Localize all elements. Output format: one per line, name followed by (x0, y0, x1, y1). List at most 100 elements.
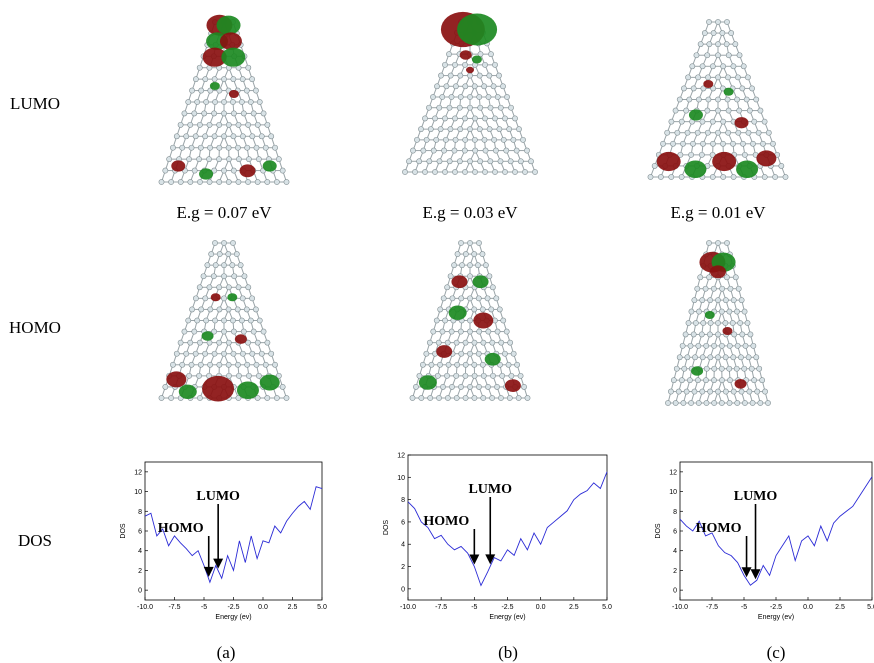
atom (209, 251, 214, 256)
atom (204, 318, 209, 323)
atom (467, 240, 472, 245)
atom (436, 340, 441, 345)
atom (462, 169, 467, 174)
atom (424, 137, 429, 142)
atom (442, 116, 447, 121)
x-tick-label: -10.0 (672, 604, 688, 611)
y-axis-label: DOS (655, 523, 662, 539)
atom (473, 148, 478, 153)
atom (216, 157, 221, 162)
atom (747, 108, 752, 113)
atom (687, 378, 692, 383)
atom (485, 384, 490, 389)
atom (765, 400, 770, 405)
x-axis-label: Energy (ev) (215, 614, 251, 621)
atom (207, 340, 212, 345)
orbital-lobe (240, 164, 256, 177)
atom (442, 318, 447, 323)
atom (721, 64, 726, 69)
atom (493, 148, 498, 153)
atom (254, 362, 259, 367)
atom (447, 105, 452, 110)
atom (274, 179, 279, 184)
atom (236, 373, 241, 378)
atom (193, 351, 198, 356)
orbital-lobe (457, 14, 497, 46)
atom (212, 240, 217, 245)
atom (648, 174, 653, 179)
atom (715, 108, 720, 113)
orbital-lobe (710, 265, 726, 278)
atom (725, 75, 730, 80)
atom (444, 84, 449, 89)
atom (246, 157, 251, 162)
atom (435, 373, 440, 378)
atom (413, 384, 418, 389)
orbital-lobe (722, 327, 732, 335)
y-tick-label: 0 (138, 588, 142, 595)
atom (437, 159, 442, 164)
orbital-lobe (473, 275, 489, 288)
x-tick-label: -2.5 (501, 604, 513, 611)
atom (715, 75, 720, 80)
atom (203, 351, 208, 356)
atom (472, 340, 477, 345)
atom (487, 73, 492, 78)
atom (677, 355, 682, 360)
atom (458, 94, 463, 99)
atom (276, 157, 281, 162)
atom (680, 141, 685, 146)
atom (263, 362, 268, 367)
atom (196, 373, 201, 378)
atom (682, 366, 687, 371)
atom (269, 351, 274, 356)
x-tick-label: 5.0 (867, 604, 874, 611)
atom (212, 111, 217, 116)
atom (234, 251, 239, 256)
atom (212, 318, 217, 323)
atom (472, 362, 477, 367)
atom (197, 65, 202, 70)
atom (477, 73, 482, 78)
atom (476, 384, 481, 389)
annotation-label: LUMO (196, 489, 240, 504)
atom (184, 351, 189, 356)
atom (463, 84, 468, 89)
atom (727, 378, 732, 383)
atom (459, 351, 464, 356)
orbital-lobe (199, 168, 213, 179)
atom (240, 351, 245, 356)
atom (676, 389, 681, 394)
page: {"row_labels":["LUMO","HOMO","DOS"], "ga… (0, 0, 874, 663)
y-tick-label: 2 (138, 568, 142, 575)
atom (246, 122, 251, 127)
orbital-lobe (756, 150, 776, 166)
atom (746, 130, 751, 135)
atom (444, 373, 449, 378)
atom (724, 275, 729, 280)
atom (723, 298, 728, 303)
atom (696, 309, 701, 314)
atom (235, 362, 240, 367)
atom (255, 340, 260, 345)
atom (740, 141, 745, 146)
atom (742, 152, 747, 157)
atom (699, 152, 704, 157)
atom (259, 351, 264, 356)
atom (265, 122, 270, 127)
atom (696, 343, 701, 348)
atom (221, 240, 226, 245)
atom (710, 64, 715, 69)
row-label: HOMO (9, 318, 61, 337)
atom (458, 127, 463, 132)
atom (669, 174, 674, 179)
atom (758, 400, 763, 405)
atom (762, 119, 767, 124)
atom (695, 378, 700, 383)
annotation-label: LUMO (734, 489, 778, 504)
atom (422, 116, 427, 121)
atom (424, 351, 429, 356)
atom (236, 122, 241, 127)
atom (420, 362, 425, 367)
atom (217, 122, 222, 127)
